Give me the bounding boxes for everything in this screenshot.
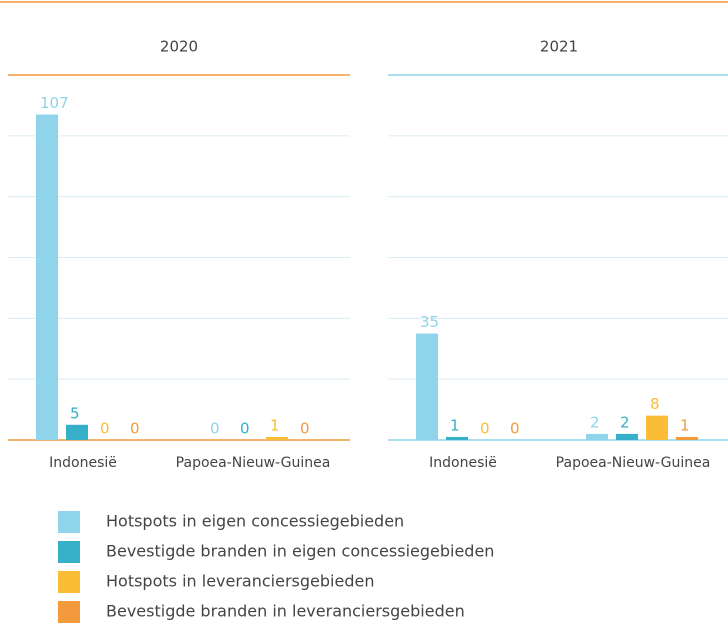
x-tick-label: Indonesië xyxy=(429,455,497,471)
bar xyxy=(36,114,58,441)
data-label: 0 xyxy=(300,420,310,438)
data-label: 0 xyxy=(130,420,140,438)
legend-swatch xyxy=(58,511,80,533)
data-label: 107 xyxy=(40,94,69,112)
data-label: 0 xyxy=(510,420,520,438)
x-tick-label: Papoea-Nieuw-Guinea xyxy=(556,455,711,471)
bar xyxy=(266,436,288,440)
legend-label: Bevestigde branden in eigen concessiegeb… xyxy=(106,542,494,561)
legend-label: Hotspots in leveranciersgebieden xyxy=(106,572,374,591)
panel-title: 2020 xyxy=(160,38,198,56)
legend-swatch xyxy=(58,541,80,563)
data-label: 0 xyxy=(480,420,490,438)
data-label: 2 xyxy=(620,413,630,431)
legend-label: Hotspots in eigen concessiegebieden xyxy=(106,512,404,531)
data-label: 1 xyxy=(450,416,460,434)
data-label: 0 xyxy=(210,420,220,438)
x-tick-label: Indonesië xyxy=(49,455,117,471)
legend-swatch xyxy=(58,571,80,593)
bar xyxy=(646,415,668,440)
bar xyxy=(416,333,438,440)
legend-swatch xyxy=(58,601,80,623)
data-label: 1 xyxy=(680,416,690,434)
bar xyxy=(676,436,698,440)
x-tick-label: Papoea-Nieuw-Guinea xyxy=(176,455,331,471)
data-label: 0 xyxy=(240,420,250,438)
panel-title: 2021 xyxy=(540,38,578,56)
bar xyxy=(66,424,88,440)
data-label: 5 xyxy=(70,404,80,422)
data-label: 35 xyxy=(420,313,439,331)
data-label: 0 xyxy=(100,420,110,438)
bar xyxy=(446,436,468,440)
bar xyxy=(616,433,638,440)
data-label: 8 xyxy=(650,395,660,413)
data-label: 1 xyxy=(270,416,280,434)
legend-label: Bevestigde branden in leveranciersgebied… xyxy=(106,602,465,621)
bar xyxy=(586,433,608,440)
data-label: 2 xyxy=(590,413,600,431)
